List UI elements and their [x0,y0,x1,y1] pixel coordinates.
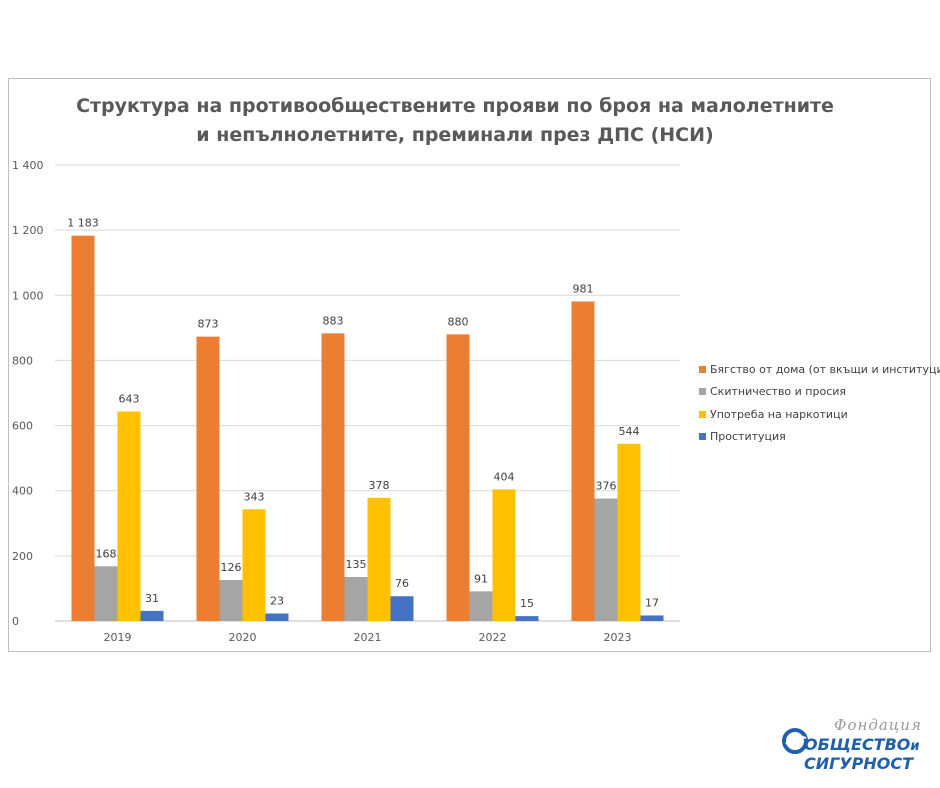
data-label: 880 [448,315,469,328]
data-label: 168 [96,547,117,560]
bar [265,613,289,621]
data-label: 378 [369,479,390,492]
bar [390,596,414,621]
legend-label: Проституция [710,430,786,444]
data-label: 873 [198,318,219,331]
data-label: 981 [573,282,594,295]
y-tick-label: 0 [12,615,19,628]
legend-swatch [699,365,706,373]
x-tick-label: 2021 [354,631,382,644]
chart-title: Структура на противообществените прояви … [40,92,870,150]
data-label: 126 [221,561,242,574]
bar [640,615,664,621]
legend-item: Скитничество и просия [699,381,940,404]
legend-label: Бягство от дома (от вкъщи и институции) [710,362,940,376]
bar [71,235,95,621]
logo-word-1: ОБЩЕСТВО [804,735,911,754]
bar [469,591,493,621]
y-tick-label: 600 [12,420,33,433]
data-label: 76 [395,577,409,590]
bar [617,443,641,621]
logo-word-suffix: и [910,739,920,754]
bar [492,489,516,621]
data-label: 23 [270,595,284,608]
data-label: 135 [346,558,367,571]
legend-item: Употреба на наркотици [699,403,940,426]
data-label: 343 [244,490,265,503]
x-tick-label: 2023 [604,631,632,644]
logo-line-1: ОБЩЕСТВОи [804,735,920,754]
data-label: 376 [596,480,617,493]
y-tick-label: 800 [12,354,33,367]
data-label: 1 183 [67,217,99,230]
bar [219,579,243,621]
y-tick-label: 200 [12,550,33,563]
data-label: 544 [619,425,640,438]
legend-item: Проституция [699,426,940,449]
legend-swatch [699,433,706,441]
bar [367,497,391,621]
logo-ring-icon [782,728,808,754]
y-tick-label: 400 [12,485,33,498]
bar [117,411,141,621]
logo-line-2: СИГУРНОСТ [804,754,914,773]
data-label: 17 [645,596,659,609]
legend-item: Бягство от дома (от вкъщи и институции) [699,358,940,381]
x-tick-label: 2022 [479,631,507,644]
chart-title-line-1: Структура на противообществените прояви … [76,95,834,117]
bar [571,301,595,621]
x-tick-label: 2020 [229,631,257,644]
data-label: 31 [145,592,159,605]
data-label: 643 [119,393,140,406]
data-label: 15 [520,597,534,610]
data-label: 404 [494,470,515,483]
y-tick-label: 1 400 [12,159,44,172]
y-tick-label: 1 200 [12,224,44,237]
data-label: 883 [323,314,344,327]
legend-label: Скитничество и просия [710,385,847,399]
x-tick-label: 2019 [104,631,132,644]
bar [446,334,470,621]
bar [321,333,345,621]
bar [140,610,164,621]
legend-swatch [699,410,706,418]
chart-title-line-2: и непълнолетните, преминали през ДПС (НС… [196,124,714,146]
logo-foundation-word: Фондация [834,716,922,734]
bar [594,498,618,621]
legend-label: Употреба на наркотици [710,407,848,421]
bar [94,566,118,621]
chart-legend: Бягство от дома (от вкъщи и институции) … [699,358,940,448]
bar [242,509,266,621]
bar [515,616,539,621]
y-tick-label: 1 000 [12,289,44,302]
foundation-logo: Фондация ОБЩЕСТВОи СИГУРНОСТ [782,716,932,776]
bar [196,336,220,621]
legend-swatch [699,388,706,396]
bar [344,577,368,621]
data-label: 91 [474,572,488,585]
